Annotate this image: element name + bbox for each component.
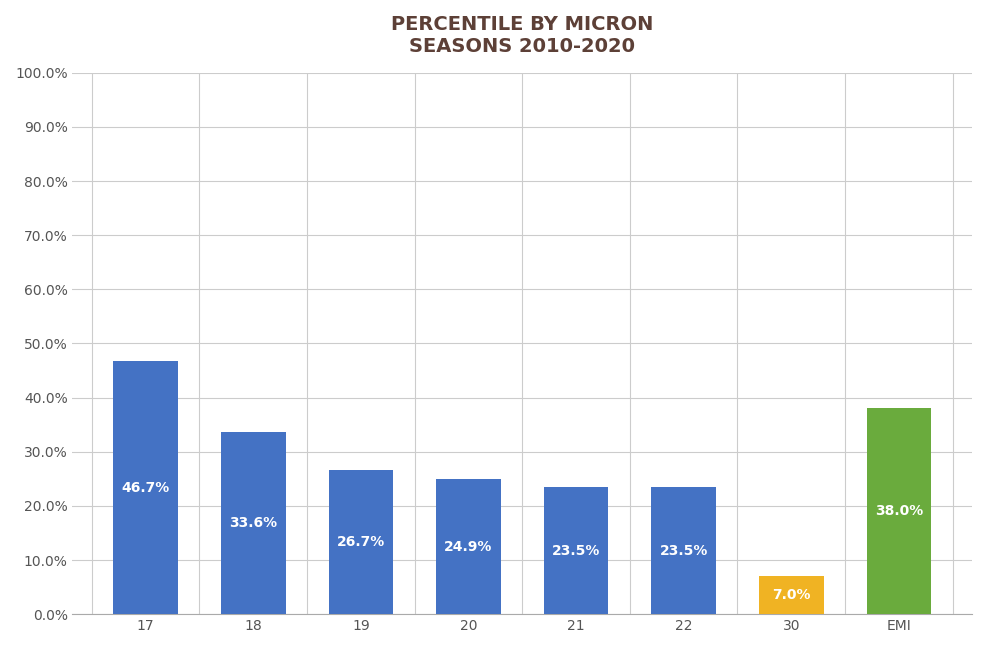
Text: 23.5%: 23.5% — [551, 544, 599, 557]
Bar — [328, 470, 392, 614]
Bar — [221, 432, 285, 614]
Text: 7.0%: 7.0% — [771, 588, 810, 602]
Text: 46.7%: 46.7% — [121, 481, 170, 494]
Bar — [758, 576, 822, 614]
Bar — [543, 487, 607, 614]
Title: PERCENTILE BY MICRON
SEASONS 2010-2020: PERCENTILE BY MICRON SEASONS 2010-2020 — [390, 15, 653, 56]
Text: 26.7%: 26.7% — [336, 535, 385, 549]
Text: 23.5%: 23.5% — [659, 544, 707, 557]
Text: 33.6%: 33.6% — [229, 516, 277, 530]
Text: 38.0%: 38.0% — [874, 504, 922, 518]
Bar — [113, 362, 177, 614]
Text: 24.9%: 24.9% — [444, 540, 492, 554]
Bar — [866, 408, 930, 614]
Bar — [651, 487, 715, 614]
Bar — [436, 480, 500, 614]
